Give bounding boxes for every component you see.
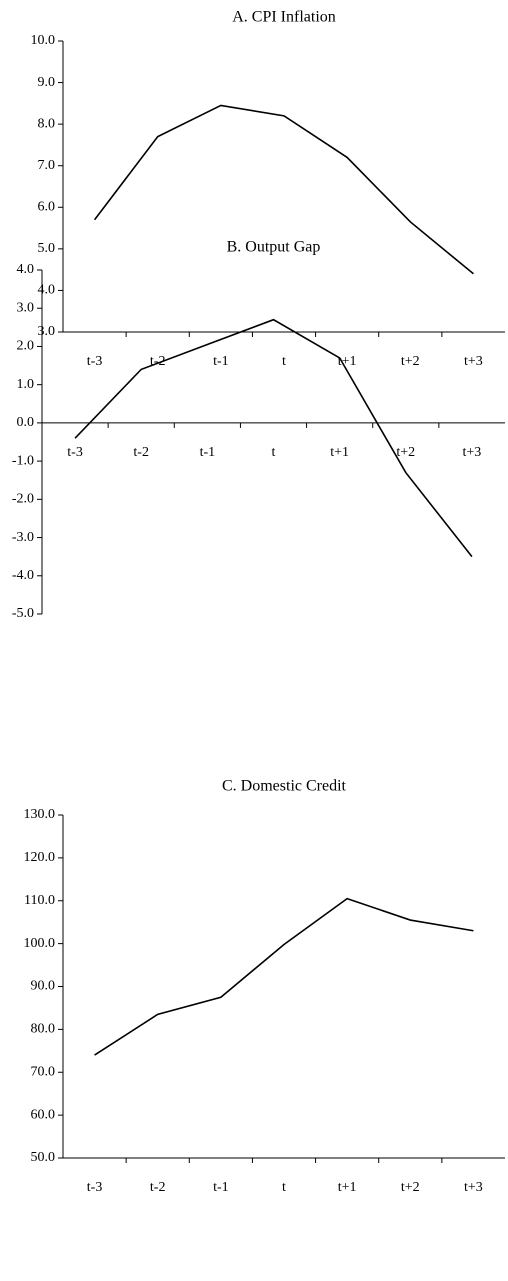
chart-title: B. Output Gap	[227, 239, 321, 256]
y-tick-label: 130.0	[24, 807, 56, 822]
x-tick-label: t-3	[87, 354, 103, 369]
x-tick-label: t	[282, 354, 286, 369]
data-line	[94, 897, 474, 1056]
x-tick-label: t-1	[213, 354, 229, 369]
y-tick-label: 4.0	[38, 283, 56, 298]
x-tick-label: t+2	[401, 1180, 420, 1195]
x-tick-label: t	[272, 445, 276, 460]
x-tick-label: t-1	[213, 1180, 229, 1195]
y-tick-label: 100.0	[24, 936, 56, 951]
y-tick-label: -2.0	[12, 492, 34, 507]
x-tick-label: t-2	[133, 445, 149, 460]
data-line	[74, 318, 473, 558]
y-tick-label: 0.0	[17, 415, 35, 430]
y-tick-label: -3.0	[12, 530, 34, 545]
y-tick-label: 4.0	[17, 262, 35, 277]
x-tick-label: t+3	[464, 1180, 483, 1195]
y-tick-label: -5.0	[12, 606, 34, 621]
y-tick-label: 6.0	[38, 200, 56, 215]
x-tick-label: t-1	[200, 445, 216, 460]
y-tick-label: 2.0	[17, 339, 35, 354]
y-tick-label: 5.0	[38, 241, 56, 256]
chart-title: A. CPI Inflation	[232, 9, 336, 26]
y-tick-label: 10.0	[31, 33, 56, 48]
x-tick-label: t+3	[463, 445, 482, 460]
x-tick-label: t+3	[464, 354, 483, 369]
x-tick-label: t+1	[338, 354, 357, 369]
y-tick-label: 90.0	[31, 979, 56, 994]
x-tick-label: t+1	[330, 445, 349, 460]
y-tick-label: 3.0	[38, 324, 56, 339]
y-tick-label: 1.0	[17, 377, 35, 392]
x-tick-label: t-3	[87, 1180, 103, 1195]
y-tick-label: 120.0	[24, 850, 56, 865]
data-line	[93, 104, 474, 275]
x-tick-label: t	[282, 1180, 286, 1195]
x-tick-label: t+2	[396, 445, 415, 460]
x-tick-label: t-3	[67, 445, 83, 460]
x-tick-label: t-2	[150, 1180, 166, 1195]
x-tick-label: t+2	[401, 354, 420, 369]
y-tick-label: 80.0	[31, 1022, 56, 1037]
y-tick-label: -1.0	[12, 453, 34, 468]
y-tick-label: 50.0	[31, 1150, 56, 1165]
x-tick-label: t+1	[338, 1180, 357, 1195]
y-tick-label: 8.0	[38, 116, 56, 131]
y-tick-label: 70.0	[31, 1064, 56, 1079]
chart-title: C. Domestic Credit	[222, 778, 347, 795]
y-tick-label: 3.0	[17, 300, 35, 315]
y-tick-label: 9.0	[38, 75, 56, 90]
y-tick-label: -4.0	[12, 568, 34, 583]
y-tick-label: 110.0	[24, 893, 55, 908]
y-tick-label: 7.0	[38, 158, 56, 173]
y-tick-label: 60.0	[31, 1107, 56, 1122]
